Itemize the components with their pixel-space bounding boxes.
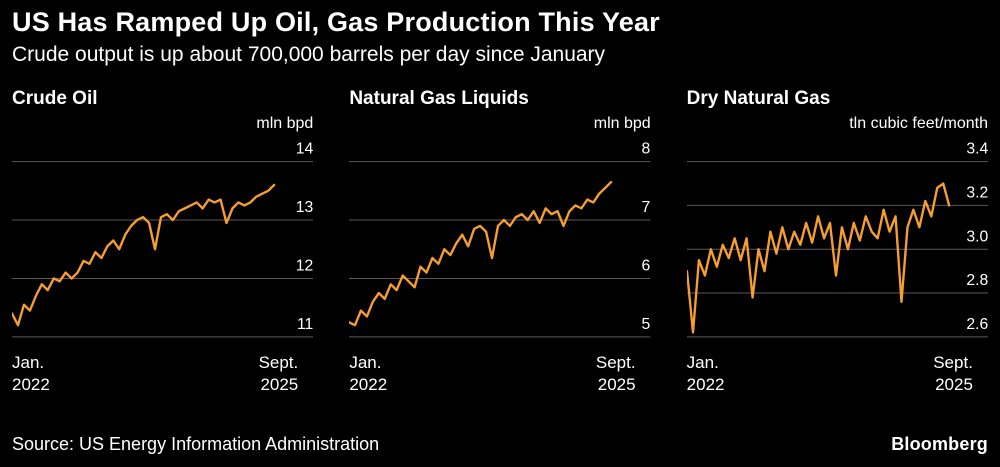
x-axis-labels: Jan. 2022 Sept. 2025 bbox=[687, 352, 988, 396]
natural-gas-liquids-plot: 5 6 7 8 bbox=[349, 140, 651, 337]
y-tick-label: 6 bbox=[642, 257, 651, 274]
panel-natural-gas-liquids: Natural Gas Liquids mln bpd 5 6 7 8 Jan. 20… bbox=[349, 87, 651, 397]
y-tick-label: 12 bbox=[296, 257, 314, 274]
x-axis-end-label: Sept. 2025 bbox=[933, 353, 973, 395]
panel-title-dry-natural-gas: Dry Natural Gas bbox=[686, 87, 831, 109]
source-note: Source: US Energy Information Administra… bbox=[12, 434, 380, 454]
figure-footer: Source: US Energy Information Administra… bbox=[12, 428, 988, 467]
panels-row: Crude Oil mln bpd 11 12 13 14 Jan. 2022 Sep… bbox=[12, 88, 988, 397]
y-tick-label: 8 bbox=[642, 140, 651, 157]
data-line bbox=[349, 180, 613, 326]
y-tick-label: 13 bbox=[296, 199, 314, 216]
y-tick-label: 2.8 bbox=[966, 272, 988, 289]
y-tick-label: 3.4 bbox=[966, 140, 988, 157]
y-tick-label: 14 bbox=[296, 140, 314, 157]
y-tick-label: 11 bbox=[297, 316, 313, 333]
unit-label-dry-natural-gas: tln cubic feet/month bbox=[849, 115, 988, 133]
y-tick-label: 5 bbox=[642, 316, 651, 333]
data-line bbox=[12, 183, 276, 326]
unit-label-natural-gas-liquids: mln bpd bbox=[593, 115, 651, 133]
page-title: US Has Ramped Up Oil, Gas Production Thi… bbox=[12, 7, 660, 37]
panel-title-natural-gas-liquids: Natural Gas Liquids bbox=[349, 87, 529, 109]
x-axis-start-label: Jan. 2022 bbox=[349, 353, 388, 395]
x-axis-labels: Jan. 2022 Sept. 2025 bbox=[12, 352, 313, 396]
panel-crude-oil: Crude Oil mln bpd 11 12 13 14 Jan. 2022 Sep… bbox=[12, 87, 314, 397]
figure-header: US Has Ramped Up Oil, Gas Production Thi… bbox=[12, 4, 988, 68]
y-tick-label: 3.2 bbox=[966, 184, 988, 201]
panel-dry-natural-gas: Dry Natural Gas tln cubic feet/month 2.6… bbox=[686, 87, 988, 397]
data-line bbox=[686, 181, 950, 334]
x-axis-end-label: Sept. 2025 bbox=[595, 353, 636, 395]
y-tick-label: 7 bbox=[642, 199, 651, 216]
crude-oil-plot: 11 12 13 14 bbox=[12, 140, 314, 337]
x-axis-start-label: Jan. 2022 bbox=[686, 353, 725, 395]
page-subtitle: Crude output is up about 700,000 barrels… bbox=[12, 43, 606, 67]
x-axis-labels: Jan. 2022 Sept. 2025 bbox=[349, 352, 650, 396]
y-tick-label: 3.0 bbox=[966, 228, 988, 245]
x-axis-start-label: Jan. 2022 bbox=[12, 353, 50, 395]
dry-natural-gas-plot: 2.6 2.8 3.0 3.2 3.4 bbox=[686, 140, 988, 337]
y-tick-label: 2.6 bbox=[966, 316, 988, 333]
panel-title-crude-oil: Crude Oil bbox=[12, 87, 98, 109]
unit-label-crude-oil: mln bpd bbox=[256, 115, 314, 133]
x-axis-end-label: Sept. 2025 bbox=[258, 353, 299, 395]
bloomberg-logo: Bloomberg bbox=[891, 434, 988, 454]
